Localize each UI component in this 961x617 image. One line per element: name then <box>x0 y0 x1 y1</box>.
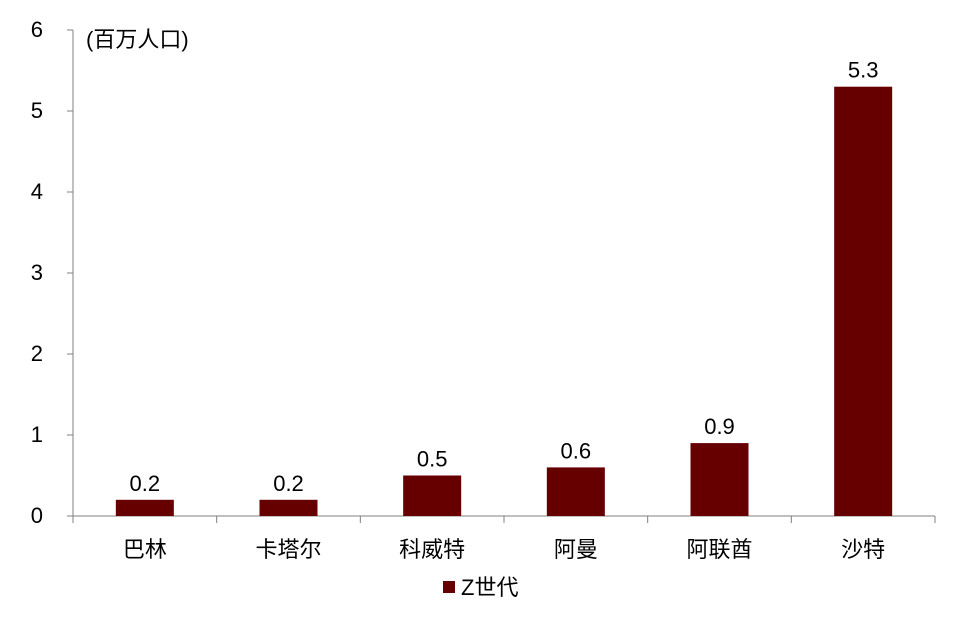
data-label: 0.2 <box>273 471 304 496</box>
category-label: 阿联酋 <box>686 537 752 562</box>
unit-label: (百万人口) <box>86 27 189 52</box>
bar <box>403 475 462 516</box>
bar <box>834 86 893 516</box>
y-axis-ticks: 0 1 2 3 4 5 6 <box>31 17 73 528</box>
data-label: 0.5 <box>417 447 448 472</box>
category-label: 阿曼 <box>554 537 598 562</box>
y-tick-label: 3 <box>31 260 43 285</box>
data-label: 0.2 <box>130 471 161 496</box>
bar <box>259 499 318 516</box>
bar <box>690 443 749 516</box>
data-label: 0.9 <box>704 414 735 439</box>
data-label: 5.3 <box>848 58 879 83</box>
category-labels: 巴林 卡塔尔 科威特 阿曼 阿联酋 沙特 <box>123 537 885 562</box>
data-label: 0.6 <box>561 438 592 463</box>
data-labels: 0.2 0.2 0.5 0.6 0.9 5.3 <box>130 58 879 496</box>
y-tick-label: 6 <box>31 17 43 42</box>
category-label: 卡塔尔 <box>255 537 321 562</box>
legend-label: Z世代 <box>461 575 518 600</box>
x-axis-ticks <box>72 516 936 523</box>
y-tick-label: 4 <box>31 179 43 204</box>
bar <box>115 499 174 516</box>
category-label: 巴林 <box>123 537 167 562</box>
y-tick-label: 1 <box>31 422 43 447</box>
legend-swatch <box>443 581 455 593</box>
y-tick-label: 5 <box>31 98 43 123</box>
y-tick-label: 0 <box>31 503 43 528</box>
category-label: 沙特 <box>841 537 885 562</box>
y-tick-label: 2 <box>31 341 43 366</box>
legend: Z世代 <box>443 575 518 600</box>
category-label: 科威特 <box>399 537 465 562</box>
bar <box>546 467 605 516</box>
bars <box>115 86 893 516</box>
